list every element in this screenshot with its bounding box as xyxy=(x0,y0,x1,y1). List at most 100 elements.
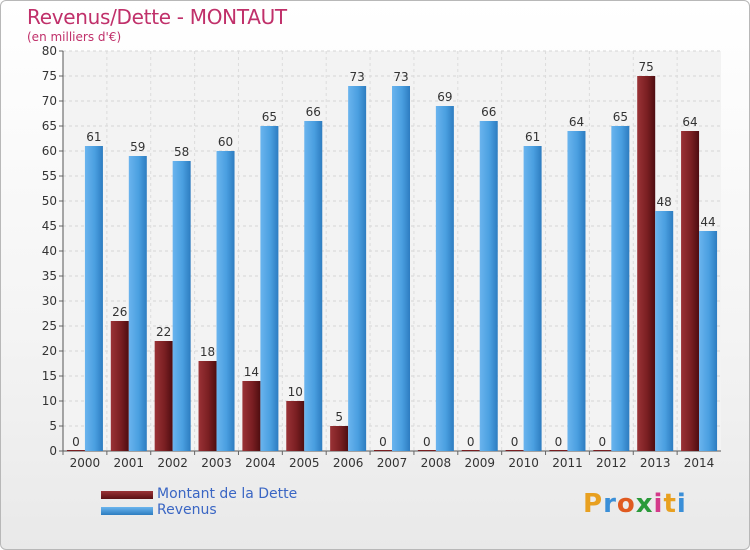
y-tick-label: 0 xyxy=(49,444,57,458)
value-label-revenus: 66 xyxy=(481,105,496,119)
value-label-revenus: 61 xyxy=(86,130,101,144)
y-tick-label: 45 xyxy=(42,219,57,233)
bar-debt xyxy=(549,450,568,451)
bar-debt xyxy=(286,401,305,451)
value-label-debt: 18 xyxy=(200,345,215,359)
value-label-revenus: 65 xyxy=(613,110,628,124)
bar-debt xyxy=(110,321,129,451)
bar-debt xyxy=(505,450,524,451)
y-tick-label: 15 xyxy=(42,369,57,383)
x-tick-label: 2009 xyxy=(464,456,495,470)
value-label-debt: 22 xyxy=(156,325,171,339)
y-tick-label: 55 xyxy=(42,169,57,183)
y-tick-label: 10 xyxy=(42,394,57,408)
bar-debt xyxy=(330,426,349,451)
bar-revenus xyxy=(348,86,367,451)
value-label-debt: 26 xyxy=(112,305,127,319)
y-tick-label: 65 xyxy=(42,119,57,133)
value-label-revenus: 48 xyxy=(657,195,672,209)
bar-debt xyxy=(637,76,656,451)
value-label-revenus: 58 xyxy=(174,145,189,159)
value-label-revenus: 60 xyxy=(218,135,233,149)
bar-debt xyxy=(681,131,700,451)
value-label-debt: 0 xyxy=(511,435,519,449)
logo-letter: x xyxy=(635,489,654,519)
value-label-debt: 14 xyxy=(244,365,259,379)
value-label-debt: 64 xyxy=(682,115,697,129)
x-tick-label: 2004 xyxy=(245,456,276,470)
value-label-revenus: 69 xyxy=(437,90,452,104)
logo-letter: o xyxy=(616,489,636,519)
bar-debt xyxy=(198,361,217,451)
bar-debt xyxy=(417,450,436,451)
y-tick-label: 5 xyxy=(49,419,57,433)
value-label-debt: 10 xyxy=(288,385,303,399)
bar-debt xyxy=(242,381,261,451)
bar-debt xyxy=(461,450,480,451)
logo-letter: t xyxy=(663,489,677,519)
legend-swatch-revenus xyxy=(101,507,153,515)
chart-title: Revenus/Dette - MONTAUT xyxy=(27,5,287,29)
bar-revenus xyxy=(655,211,674,451)
bar-revenus xyxy=(392,86,410,451)
bar-revenus xyxy=(172,161,191,451)
bar-revenus xyxy=(435,106,454,451)
y-tick-label: 50 xyxy=(42,194,57,208)
value-label-revenus: 59 xyxy=(130,140,145,154)
y-tick-label: 80 xyxy=(42,44,57,58)
legend-label-revenus: Revenus xyxy=(157,502,217,518)
chart-subtitle: (en milliers d'€) xyxy=(27,30,122,44)
value-label-debt: 0 xyxy=(72,435,80,449)
bar-debt xyxy=(66,450,85,451)
x-tick-label: 2014 xyxy=(684,456,715,470)
bar-revenus xyxy=(479,121,498,451)
x-tick-label: 2013 xyxy=(640,456,671,470)
value-label-revenus: 64 xyxy=(569,115,584,129)
x-tick-label: 2003 xyxy=(201,456,232,470)
y-tick-label: 40 xyxy=(42,244,57,258)
x-tick-label: 2002 xyxy=(157,456,188,470)
bar-revenus xyxy=(567,131,586,451)
bar-revenus xyxy=(523,146,542,451)
value-label-debt: 0 xyxy=(379,435,387,449)
y-tick-label: 60 xyxy=(42,144,57,158)
legend-label-debt: Montant de la Dette xyxy=(157,486,298,502)
x-tick-label: 2011 xyxy=(552,456,583,470)
bar-revenus xyxy=(611,126,630,451)
value-label-debt: 5 xyxy=(335,410,343,424)
logo-letter: r xyxy=(603,489,617,519)
value-label-revenus: 65 xyxy=(262,110,277,124)
value-label-debt: 0 xyxy=(555,435,563,449)
y-tick-label: 75 xyxy=(42,69,57,83)
bar-revenus xyxy=(304,121,323,451)
x-tick-label: 2000 xyxy=(70,456,101,470)
legend-swatch-debt xyxy=(101,491,153,499)
y-tick-label: 35 xyxy=(42,269,57,283)
x-tick-label: 2006 xyxy=(333,456,364,470)
value-label-debt: 0 xyxy=(599,435,607,449)
y-tick-label: 30 xyxy=(42,294,57,308)
value-label-revenus: 66 xyxy=(306,105,321,119)
bar-revenus xyxy=(84,146,103,451)
bar-revenus xyxy=(128,156,147,451)
value-label-revenus: 73 xyxy=(393,70,408,84)
bar-revenus xyxy=(699,231,718,451)
x-tick-label: 2007 xyxy=(377,456,408,470)
bar-revenus xyxy=(216,151,235,451)
bar-debt xyxy=(593,450,612,451)
y-tick-label: 70 xyxy=(42,94,57,108)
x-tick-label: 2001 xyxy=(114,456,145,470)
value-label-revenus: 61 xyxy=(525,130,540,144)
logo-letter: P xyxy=(583,489,604,519)
x-tick-label: 2010 xyxy=(508,456,539,470)
bar-debt xyxy=(154,341,173,451)
bar-revenus xyxy=(260,126,279,451)
bar-debt xyxy=(374,450,392,451)
y-tick-label: 20 xyxy=(42,344,57,358)
value-label-revenus: 44 xyxy=(700,215,715,229)
value-label-debt: 0 xyxy=(423,435,431,449)
proxiti-logo: Proxiti xyxy=(583,489,687,519)
x-tick-label: 2012 xyxy=(596,456,627,470)
